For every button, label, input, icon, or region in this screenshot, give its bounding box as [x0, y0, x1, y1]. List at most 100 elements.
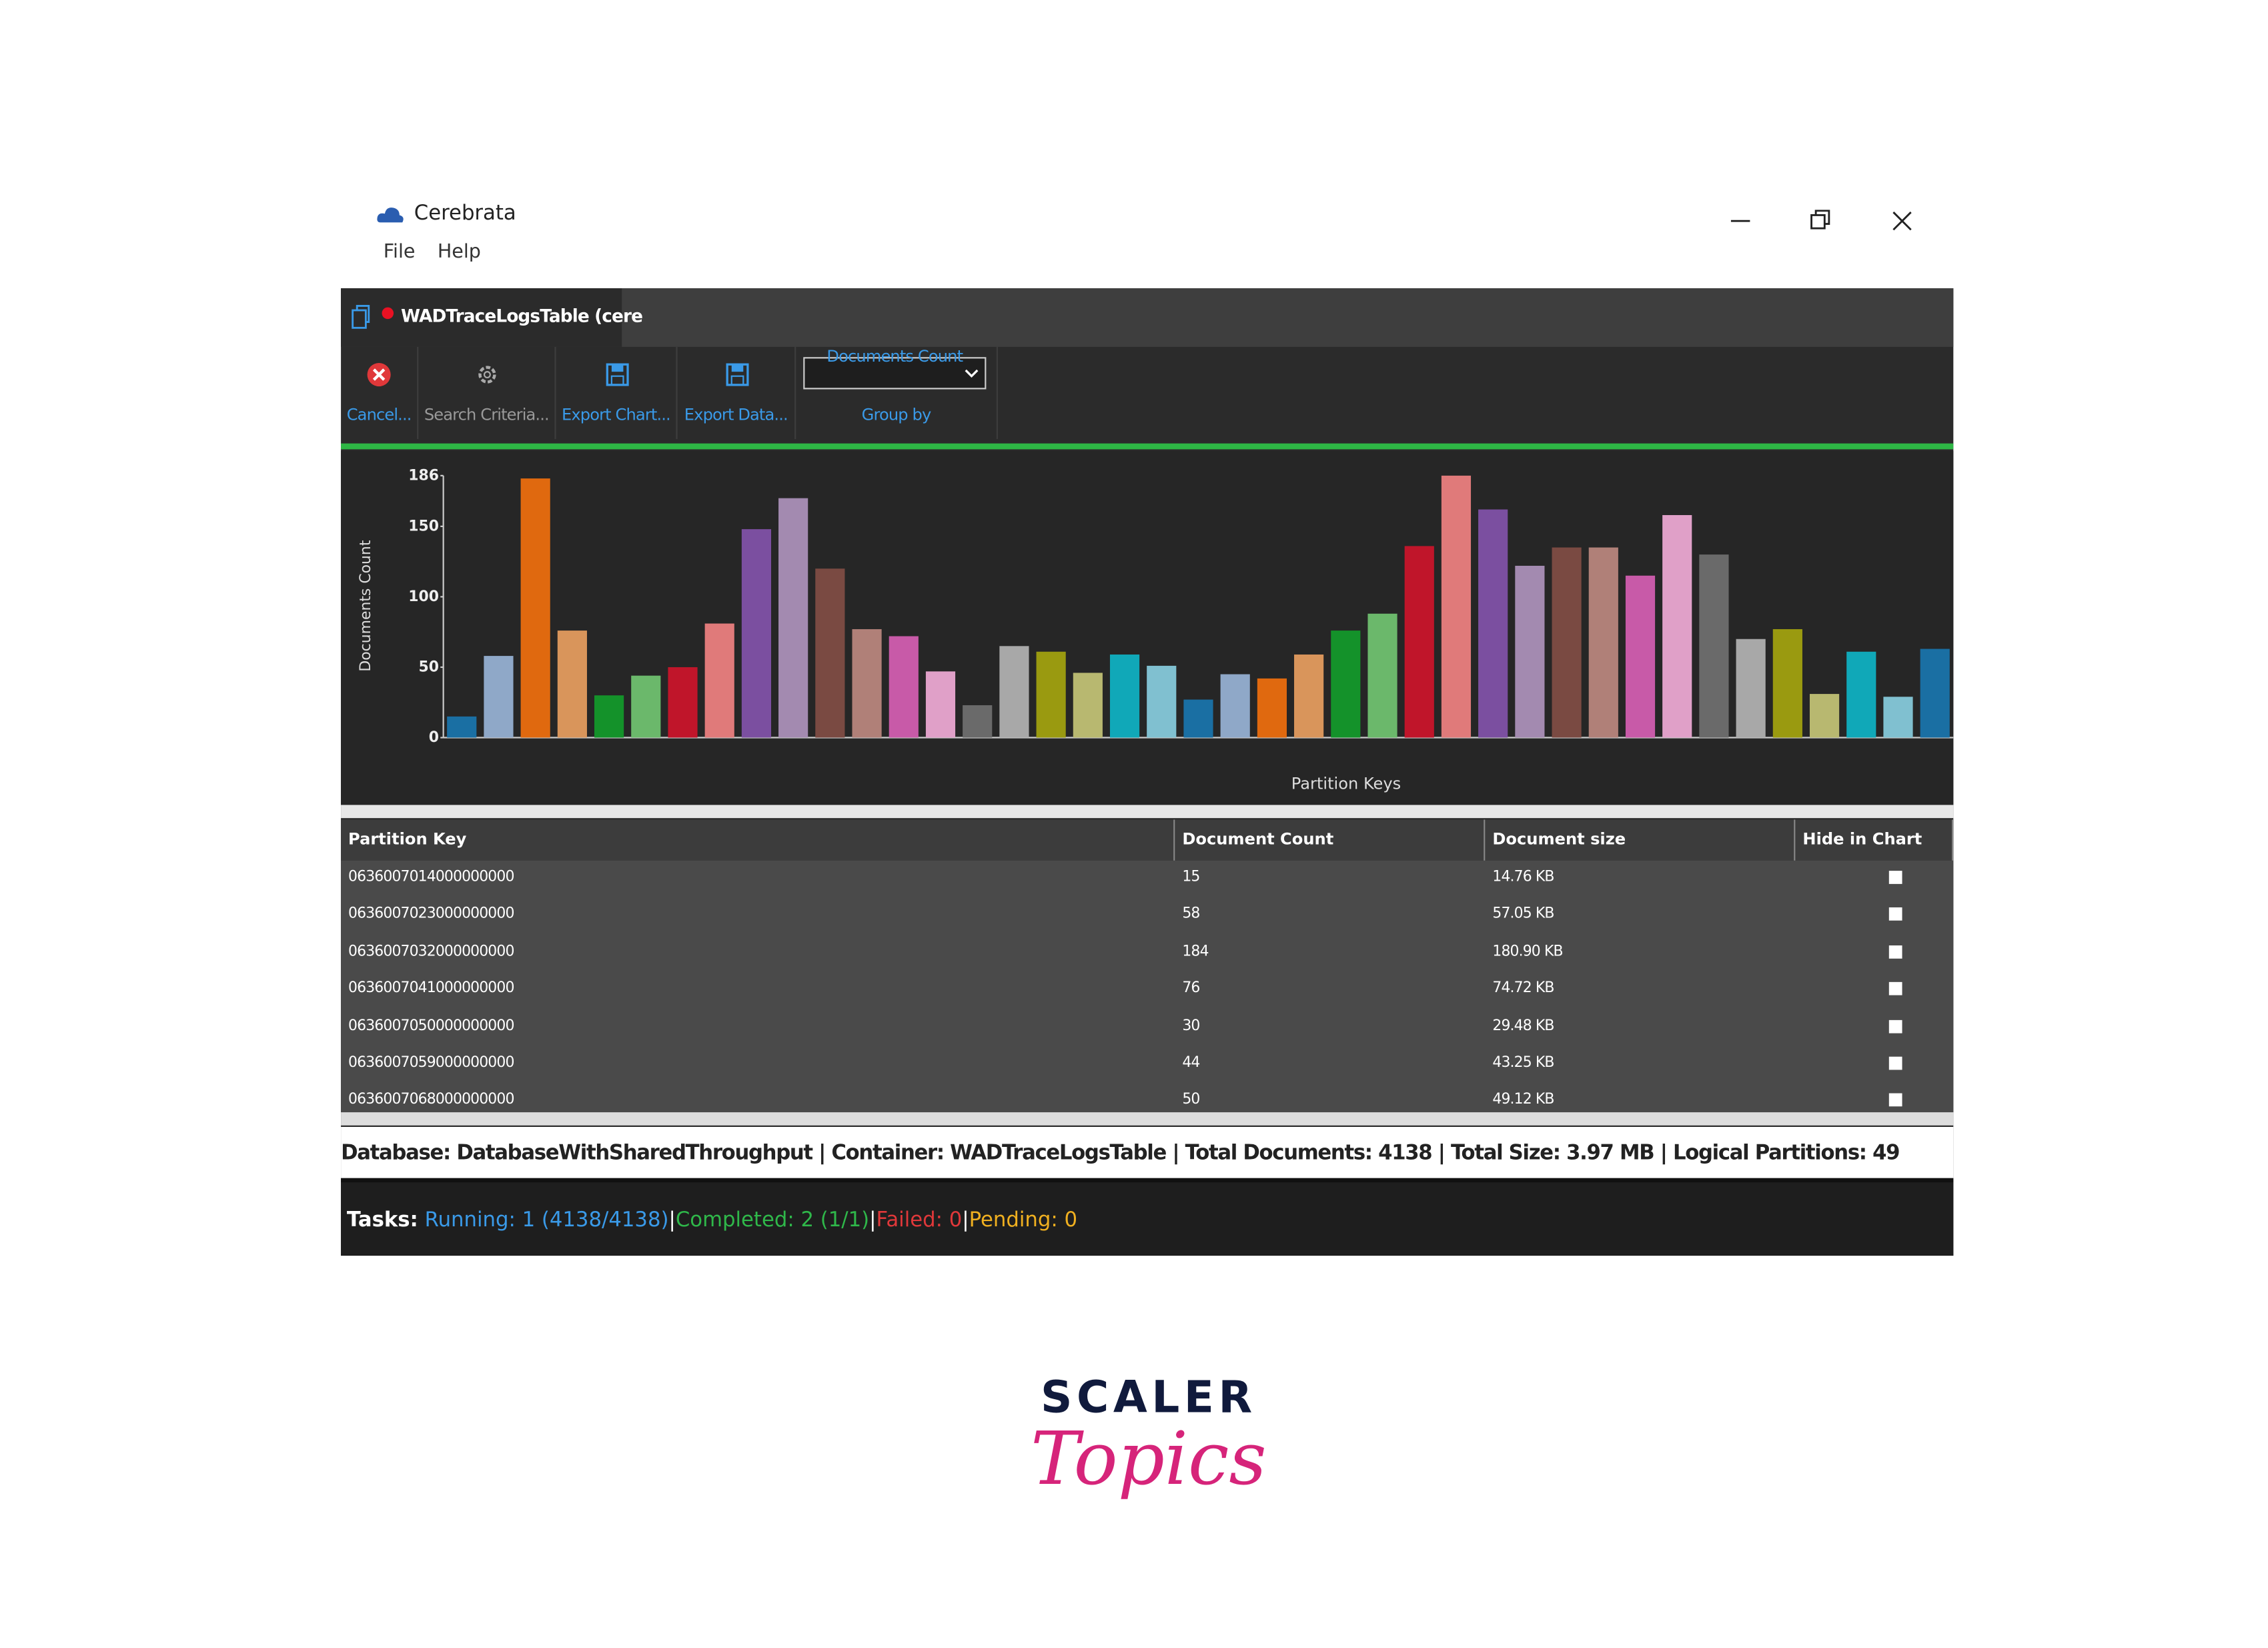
table-cell: 30 [1182, 1017, 1200, 1034]
column-header[interactable]: Document Count [1175, 819, 1486, 861]
cancel-button[interactable]: Cancel... [341, 346, 419, 440]
bar [999, 646, 1029, 738]
button-label: Export Data... [684, 405, 788, 425]
bar [852, 629, 882, 738]
table-cell: 58 [1182, 906, 1200, 923]
bar [1109, 654, 1140, 738]
table-cell: 180.90 KB [1492, 943, 1563, 960]
bar [447, 716, 477, 738]
export-chart-button[interactable]: Export Chart... [556, 346, 678, 440]
progress-bar [341, 443, 1954, 450]
bar [1809, 694, 1840, 738]
tab-title: WADTraceLogsTable (cere [401, 306, 643, 327]
bar [1294, 654, 1324, 738]
close[interactable] [1892, 212, 1912, 231]
bar [1257, 678, 1287, 738]
column-header[interactable]: Document size [1485, 819, 1796, 861]
bar [889, 636, 919, 738]
tasks-pending[interactable]: Pending: 0 [969, 1208, 1078, 1232]
bar [1404, 546, 1434, 738]
separator: | [962, 1208, 969, 1232]
bar [704, 623, 734, 738]
table-cell: 49.12 KB [1492, 1092, 1554, 1109]
bar [1073, 673, 1103, 738]
bar [815, 568, 845, 738]
group-by: Documents Count Group by [796, 346, 998, 440]
table-cell: 15 [1182, 869, 1200, 886]
table-cell: 43.25 KB [1492, 1055, 1554, 1072]
table-cell: 0636007023000000000 [348, 906, 514, 923]
splitter[interactable] [341, 805, 1954, 819]
table-cell: 29.48 KB [1492, 1017, 1554, 1034]
bar [1036, 651, 1066, 738]
table-cell: 74.72 KB [1492, 981, 1554, 997]
bar [668, 667, 698, 738]
status-bar: Database: DatabaseWithSharedThroughput |… [341, 1126, 1954, 1178]
bar [1662, 514, 1692, 738]
bar [1478, 509, 1508, 738]
tab[interactable]: WADTraceLogsTable (cere [341, 288, 643, 347]
logo-brand: SCALER [1041, 1372, 1257, 1424]
bar [1147, 665, 1177, 738]
hide-checkbox[interactable] [1888, 907, 1902, 921]
hide-checkbox[interactable] [1888, 1056, 1902, 1070]
table-cell: 0636007059000000000 [348, 1055, 514, 1072]
button-label: Export Chart... [562, 405, 671, 425]
bar [963, 705, 993, 738]
button-label: Cancel... [346, 405, 412, 425]
menu-item[interactable]: Help [437, 241, 481, 264]
hide-checkbox[interactable] [1888, 1094, 1902, 1108]
tasks-label: Tasks: [346, 1208, 418, 1232]
bar [557, 631, 587, 738]
restore[interactable] [1810, 210, 1830, 230]
export-data-button[interactable]: Export Data... [678, 346, 796, 440]
bar [1699, 554, 1729, 738]
search-criteria-button[interactable]: Search Criteria... [418, 346, 556, 440]
hide-checkbox[interactable] [1888, 871, 1902, 884]
table-cell: 0636007041000000000 [348, 981, 514, 997]
bar [1220, 674, 1250, 738]
table-cell: 76 [1182, 981, 1200, 997]
tasks-completed[interactable]: Completed: 2 (1/1) [675, 1208, 870, 1232]
y-tick-label: 0 [429, 729, 439, 746]
bar [484, 656, 514, 738]
menu-item[interactable]: File [383, 241, 416, 264]
bar [1588, 547, 1618, 738]
app-icon [377, 208, 404, 223]
hide-checkbox[interactable] [1888, 1019, 1902, 1033]
hide-checkbox[interactable] [1888, 982, 1902, 995]
table-cell: 50 [1182, 1092, 1200, 1109]
bar [1552, 547, 1582, 738]
group-by-dropdown[interactable]: Documents Count [803, 347, 987, 390]
column-header[interactable]: Hide in Chart [1795, 819, 1954, 861]
hide-checkbox[interactable] [1888, 945, 1902, 959]
tasks-bar: Tasks: Running: 1 (4138/4138)|Completed:… [341, 1182, 1954, 1256]
bar [631, 675, 661, 738]
bar [741, 529, 772, 738]
column-header[interactable]: Partition Key [341, 819, 1175, 861]
y-tick-label: 186 [408, 467, 439, 484]
bar [1920, 649, 1950, 738]
separator: | [869, 1208, 877, 1232]
window-controls [1730, 210, 1912, 231]
table-cell: 0636007068000000000 [348, 1092, 514, 1109]
table-cell: 14.76 KB [1492, 869, 1554, 886]
bar [594, 695, 624, 738]
table-cell: 44 [1182, 1055, 1200, 1072]
x-axis-label: Partition Keys [1291, 774, 1401, 793]
y-tick-label: 50 [419, 659, 440, 676]
bar [1183, 699, 1213, 738]
tasks-running[interactable]: Running: 1 (4138/4138) [424, 1208, 669, 1232]
dropdown-value: Documents Count [826, 346, 963, 366]
window-title: Cerebrata [414, 201, 516, 226]
tab-icon [352, 305, 394, 329]
scrollbar[interactable] [341, 1112, 1954, 1126]
y-axis-label: Documents Count [358, 540, 374, 671]
bar [925, 671, 956, 738]
logo-sub: Topics [1031, 1416, 1267, 1502]
bar [1846, 651, 1876, 738]
bar [1736, 639, 1766, 738]
tasks-failed[interactable]: Failed: 0 [876, 1208, 963, 1232]
